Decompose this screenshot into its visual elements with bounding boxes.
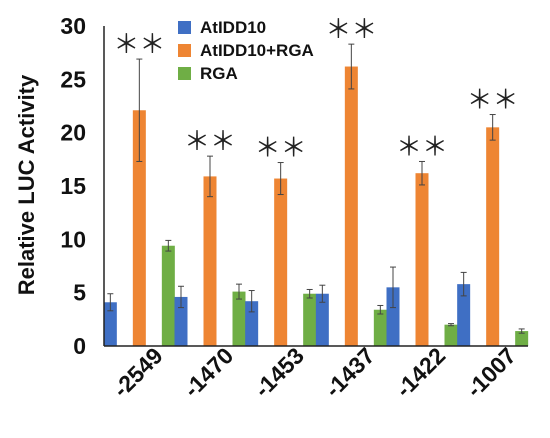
bar-rga	[373, 309, 387, 346]
bar-rga	[515, 331, 529, 346]
y-tick-label: 15	[60, 173, 86, 199]
bars	[103, 66, 529, 347]
legend-swatch	[178, 44, 191, 57]
legend-label: RGA	[200, 64, 238, 83]
x-category-label: -1437	[320, 342, 380, 402]
bar-atidd10-rga	[486, 127, 500, 346]
y-tick-label: 30	[60, 13, 86, 39]
legend-swatch	[178, 21, 191, 34]
legend-swatch	[178, 67, 191, 80]
y-tick-label: 10	[60, 226, 86, 252]
bar-atidd10	[457, 284, 471, 346]
bar-atidd10	[315, 293, 329, 346]
significance-label: ＊＊	[255, 134, 307, 164]
bar-atidd10	[103, 302, 117, 346]
legend: AtIDD10 AtIDD10+RGA RGA	[178, 18, 314, 83]
y-axis-ticks: 0 5 10 15 20 25 30	[60, 13, 86, 359]
x-category-label: -1453	[249, 342, 309, 402]
bar-atidd10-rga	[274, 178, 288, 346]
bar-rga	[161, 245, 175, 346]
bar-atidd10	[174, 296, 188, 346]
bar-atidd10-rga	[344, 66, 358, 347]
significance-label: ＊＊	[467, 86, 519, 116]
significance-markers: ＊＊ ＊＊ ＊＊ ＊＊ ＊＊ ＊＊	[113, 15, 518, 163]
bar-atidd10-rga	[203, 176, 217, 346]
bar-rga	[303, 293, 317, 346]
x-category-label: -1470	[178, 342, 238, 402]
y-tick-label: 25	[60, 66, 86, 92]
bar-atidd10-rga	[132, 110, 146, 347]
bar-rga	[444, 324, 458, 346]
bar-rga	[232, 291, 246, 346]
y-tick-label: 20	[60, 120, 86, 146]
y-axis-title: Relative LUC Activity	[14, 74, 39, 295]
error-bars	[107, 43, 525, 334]
bar-atidd10	[386, 287, 400, 346]
x-category-label: -2549	[108, 342, 168, 402]
bar-atidd10-rga	[415, 173, 429, 346]
legend-label: AtIDD10	[200, 18, 266, 37]
x-category-label: -1007	[461, 342, 521, 402]
bar-atidd10	[245, 301, 259, 346]
x-axis-labels: -2549 -1470 -1453 -1437 -1422 -1007	[108, 342, 521, 402]
y-tick-label: 5	[73, 280, 86, 306]
legend-label: AtIDD10+RGA	[200, 41, 314, 60]
significance-label: ＊＊	[184, 127, 236, 157]
significance-label: ＊＊	[113, 30, 165, 60]
y-tick-label: 0	[73, 333, 86, 359]
x-category-label: -1422	[390, 342, 450, 402]
significance-label: ＊＊	[325, 15, 377, 45]
significance-label: ＊＊	[396, 132, 448, 162]
